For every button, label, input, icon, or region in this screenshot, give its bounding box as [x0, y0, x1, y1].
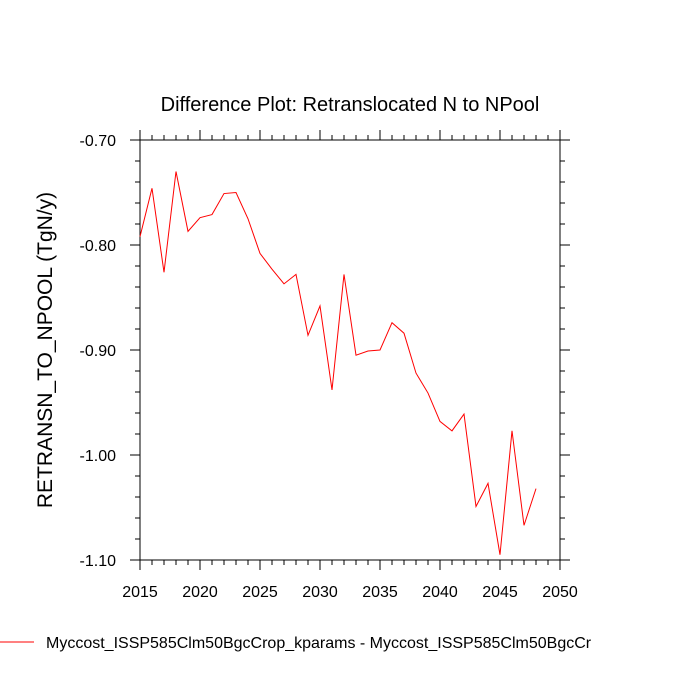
x-tick-label: 2040 [422, 584, 458, 601]
y-tick-label: -0.80 [80, 238, 117, 255]
series-line [139, 171, 537, 555]
series-layer [139, 171, 537, 555]
x-tick-label: 2050 [542, 584, 578, 601]
legend: Myccost_ISSP585Clm50BgcCrop_kparams - My… [0, 635, 592, 652]
axis-tick-labels: 2015 2020 2025 2030 2035 2040 2045 2050 -0.70 -0.… [80, 133, 578, 601]
x-tick-label: 2025 [242, 584, 278, 601]
legend-label: Myccost_ISSP585Clm50BgcCrop_kparams - My… [46, 635, 592, 652]
x-tick-label: 2035 [362, 584, 398, 601]
axis-ticks [130, 130, 570, 570]
y-tick-label: -1.00 [80, 448, 117, 465]
x-tick-label: 2030 [302, 584, 338, 601]
y-axis-label: RETRANSN_TO_NPOOL (TgN/y) [34, 192, 57, 508]
x-tick-label: 2045 [482, 584, 518, 601]
chart-title: Difference Plot: Retranslocated N to NPo… [161, 94, 540, 116]
x-tick-label: 2015 [122, 584, 158, 601]
y-tick-label: -0.90 [80, 343, 117, 360]
y-tick-label: -0.70 [80, 133, 117, 150]
x-tick-label: 2020 [182, 584, 218, 601]
y-tick-label: -1.10 [80, 553, 117, 570]
plot-area-frame [139, 139, 561, 561]
